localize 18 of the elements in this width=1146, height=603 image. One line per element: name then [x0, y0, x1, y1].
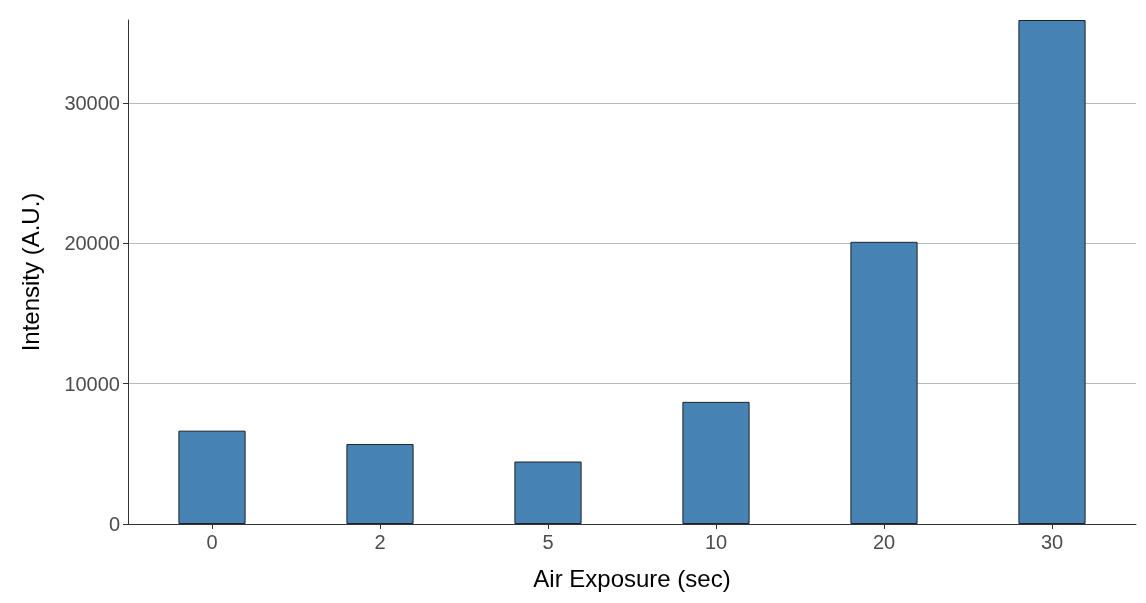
x-tick-label: 10: [704, 531, 728, 553]
x-tick-label: 2: [374, 531, 386, 553]
x-tick-label: 5: [542, 531, 554, 553]
bar: [1018, 20, 1086, 524]
y-tick-label: 10000: [64, 372, 120, 395]
y-axis-title: Intensity (A.U.): [16, 192, 44, 352]
bar: [850, 241, 918, 524]
bar: [682, 401, 750, 524]
x-axis-title: Air Exposure (sec): [533, 564, 731, 592]
y-tick-label: 0: [108, 513, 120, 535]
bar: [514, 461, 582, 524]
bar: [178, 430, 246, 524]
x-tick-label: 0: [206, 531, 218, 553]
x-tick-label: 20: [872, 531, 896, 553]
x-tick-label: 30: [1040, 531, 1064, 553]
y-tick-label: 30000: [64, 91, 120, 114]
y-tick-label: 20000: [64, 232, 120, 255]
bar: [346, 443, 414, 524]
